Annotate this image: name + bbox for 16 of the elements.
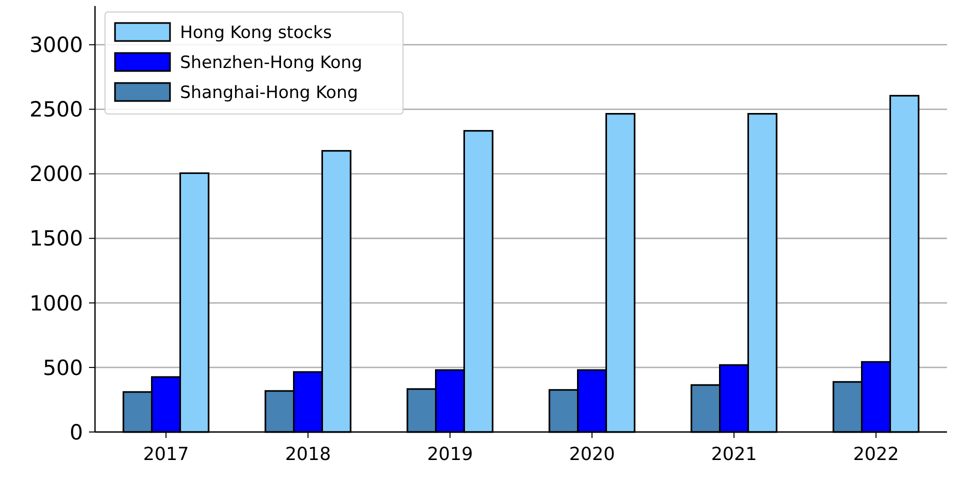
y-tick-label: 2000 — [30, 162, 83, 186]
y-tick-label: 1500 — [30, 226, 83, 251]
y-tick-label: 500 — [42, 356, 83, 380]
x-tick-label: 2019 — [427, 444, 473, 465]
legend-label: Shenzhen-Hong Kong — [180, 52, 362, 73]
y-tick-label: 3000 — [30, 33, 83, 58]
legend-label: Hong Kong stocks — [180, 22, 332, 43]
x-tick-label: 2021 — [711, 444, 757, 465]
y-tick-label: 0 — [70, 420, 83, 444]
x-tick-label: 2018 — [285, 444, 331, 465]
x-tick-label: 2020 — [569, 444, 615, 465]
x-tick-label: 2022 — [853, 444, 899, 465]
y-tick-label: 2500 — [30, 98, 83, 122]
y-tick-label: 1000 — [30, 291, 83, 316]
x-tick-label: 2017 — [143, 444, 189, 465]
legend-label: Shanghai-Hong Kong — [180, 82, 358, 103]
